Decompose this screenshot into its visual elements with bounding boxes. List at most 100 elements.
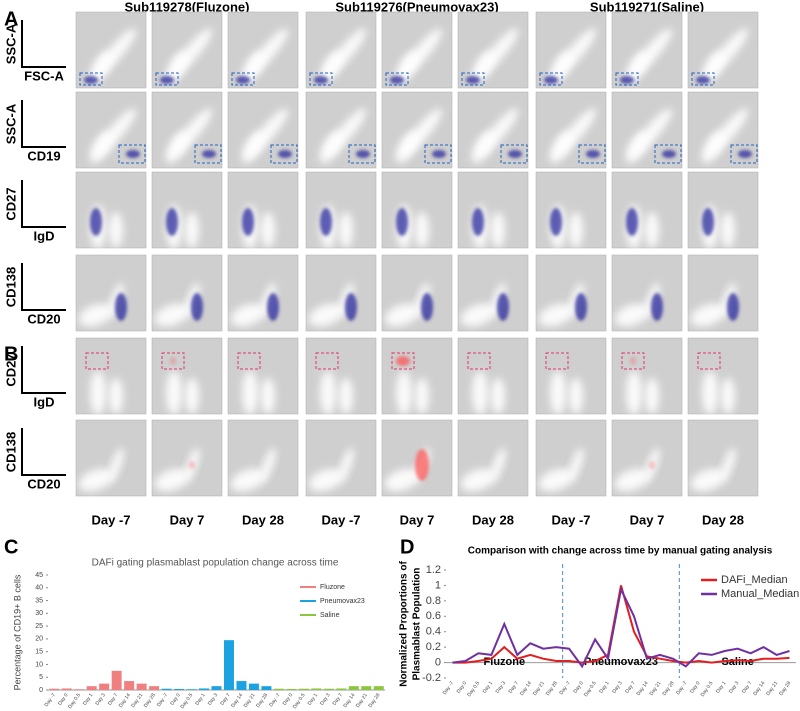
cell-cluster — [314, 76, 328, 84]
legend-label: DAFi_Median — [721, 574, 788, 586]
x-tick-label: Day 0 — [572, 680, 585, 694]
gate — [391, 352, 415, 370]
flow-density — [471, 130, 495, 164]
x-tick-label: Day 21 — [532, 680, 546, 697]
bar — [373, 686, 384, 690]
x-tick-label: Day 28 — [545, 680, 559, 697]
flow-density — [308, 468, 344, 492]
flow-density — [165, 130, 189, 164]
flow-density — [702, 371, 718, 415]
flow-density — [339, 378, 353, 414]
bar — [286, 688, 297, 690]
x-tick-label: Day 28 — [143, 692, 157, 709]
cell-cluster — [160, 76, 174, 84]
schematic-x-label: IgD — [34, 394, 55, 409]
legend-label: Pneumovax23 — [320, 598, 365, 605]
x-tick-label: Day 3 — [207, 692, 220, 706]
schematic-axes — [21, 263, 66, 311]
schematic-y-label: SSC-A — [3, 23, 18, 64]
x-tick-label: Day -7 — [268, 692, 281, 708]
flow-plot — [381, 337, 453, 415]
y-tick-label: 45 — [35, 572, 43, 579]
flow-density — [308, 303, 344, 327]
bar — [74, 689, 85, 690]
x-tick-label: Day 1 — [82, 692, 95, 706]
group-label: Saline — [721, 656, 753, 668]
gate — [85, 352, 109, 370]
bar — [348, 686, 359, 690]
group-label: Pneumovax23 — [584, 656, 658, 668]
cell-cluster — [84, 76, 98, 84]
x-tick-label: Day 28 — [255, 692, 269, 709]
flow-density — [78, 303, 114, 327]
y-tick-label: 1 — [435, 579, 441, 591]
x-tick-label: Day 1 — [194, 692, 207, 706]
x-tick-label: Day 0 — [456, 680, 469, 694]
day-label: Day 28 — [472, 512, 514, 527]
gate — [385, 72, 409, 86]
flow-density — [109, 212, 123, 248]
cell-cluster — [550, 208, 562, 236]
bar — [323, 688, 334, 690]
bar — [86, 686, 97, 690]
gate — [309, 72, 333, 86]
bar — [161, 688, 172, 690]
day-label: Day 7 — [170, 512, 205, 527]
cell-cluster — [651, 293, 663, 321]
x-tick-label: Day 3 — [319, 692, 332, 706]
group-header: Sub119271(Saline) — [590, 0, 704, 14]
x-tick-label: Day 0.5 — [292, 692, 307, 710]
legend-label: Fluzone — [320, 584, 345, 591]
x-tick-label: Day 14 — [636, 680, 650, 697]
flow-density — [625, 130, 649, 164]
flow-density — [261, 378, 275, 414]
line — [452, 586, 790, 669]
bar — [236, 681, 247, 690]
bar — [149, 686, 160, 690]
flow-density — [701, 130, 725, 164]
schematic-y-label: CD27 — [3, 353, 18, 386]
y-tick-label: 0.6 — [426, 610, 441, 622]
cell-cluster — [90, 208, 102, 236]
x-tick-label: Day 0.5 — [466, 680, 481, 698]
x-tick-label: Day 14 — [519, 680, 533, 697]
flow-density — [185, 378, 199, 414]
x-tick-label: Day 0.5 — [179, 692, 194, 710]
panel-label: C — [4, 536, 18, 558]
cell-cluster — [702, 208, 714, 236]
flow-density — [78, 468, 114, 492]
gate — [654, 144, 682, 164]
x-tick-label: Day -7 — [156, 692, 169, 708]
flow-density — [538, 468, 574, 492]
cell-cluster — [191, 293, 203, 321]
flow-density — [720, 447, 736, 483]
bar — [186, 689, 197, 690]
cell-cluster — [738, 150, 752, 158]
y-tick-label: 15 — [35, 649, 43, 656]
flow-density — [471, 50, 495, 84]
bar — [261, 686, 272, 690]
flow-density — [568, 447, 584, 483]
flow-density — [320, 371, 336, 415]
x-tick-label: Day 3 — [495, 680, 508, 694]
group-header: Sub119276(Pneumovax23) — [335, 0, 498, 14]
schematic-x-label: CD19 — [27, 148, 60, 163]
schematic-axes — [21, 100, 66, 148]
gate — [231, 72, 255, 86]
flow-density — [396, 371, 412, 415]
x-tick-label: Day -7 — [44, 692, 57, 708]
day-label: Day -7 — [551, 512, 590, 527]
cell-cluster — [345, 293, 357, 321]
legend-label: Manual_Median — [721, 588, 799, 600]
flow-density — [154, 468, 190, 492]
cell-cluster — [396, 208, 408, 236]
bar — [223, 640, 234, 690]
legend-label: Saline — [320, 612, 340, 619]
flow-density — [109, 378, 123, 414]
y-tick-label: 20 — [35, 636, 43, 643]
bar — [273, 688, 284, 690]
flow-density — [645, 378, 659, 414]
bar — [124, 681, 135, 690]
flow-density — [241, 50, 265, 84]
